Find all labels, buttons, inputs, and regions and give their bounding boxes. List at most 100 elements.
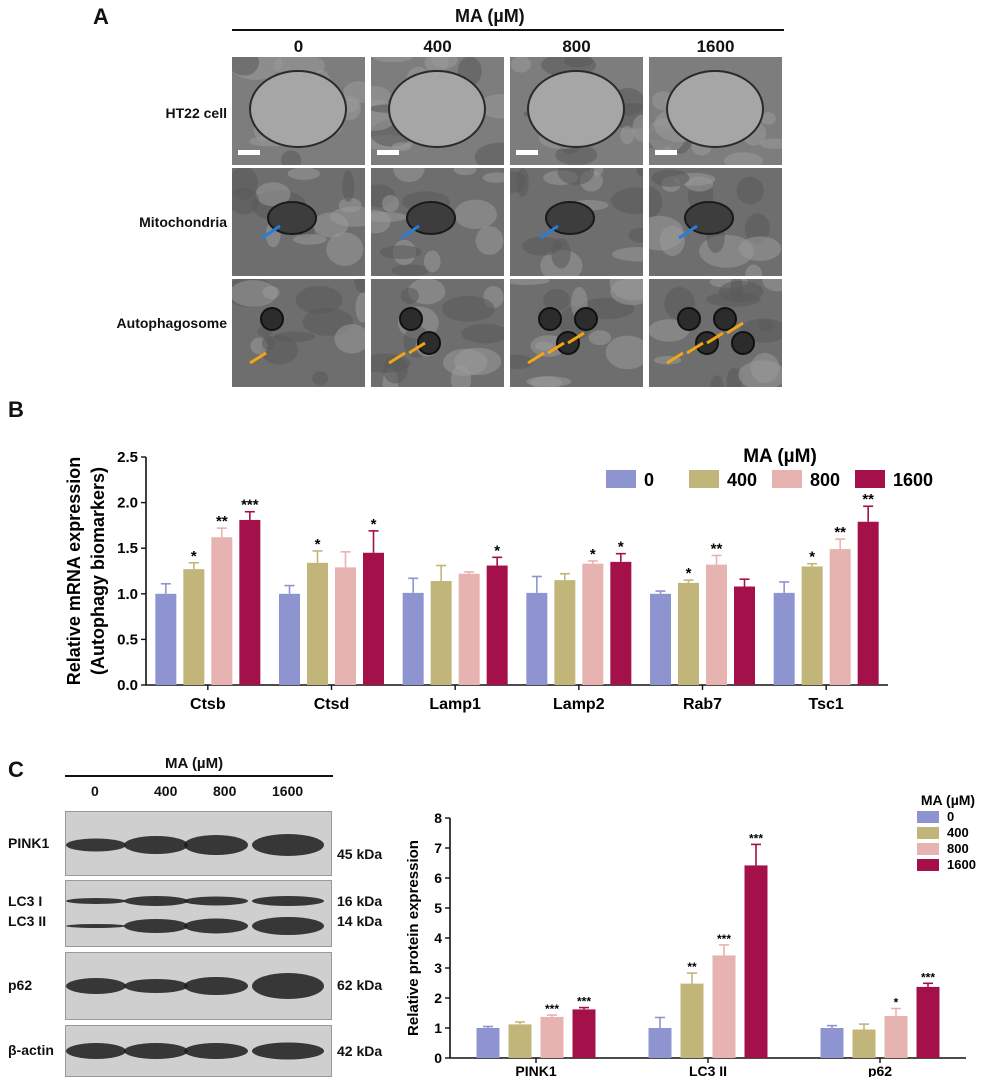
significance-label: *** [749, 831, 763, 845]
legend-label: 800 [810, 470, 840, 490]
blot-dose-1600: 1600 [272, 783, 304, 799]
bar [486, 565, 508, 685]
blot-band [184, 1043, 248, 1059]
bar [801, 566, 823, 685]
blot-dose-0: 0 [91, 783, 99, 799]
panel-a-treatment-line [232, 29, 784, 31]
em-image [510, 57, 643, 165]
bar [335, 567, 356, 685]
y-tick-label: 0.0 [117, 677, 138, 694]
legend-label: 1600 [947, 857, 976, 872]
em-image [371, 168, 504, 276]
y-axis-label: Relative protein expression [405, 840, 422, 1036]
bar [183, 569, 205, 685]
legend-swatch [917, 843, 939, 855]
em-image [649, 279, 782, 387]
y-tick-label: 4 [434, 930, 442, 946]
blot-dose-800: 800 [213, 783, 237, 799]
bar [650, 593, 671, 685]
em-image [232, 57, 365, 165]
significance-label: * [191, 548, 197, 565]
blue-arrow-icon [539, 224, 559, 240]
panel-a-dose-400: 400 [423, 37, 452, 56]
blot-pink1 [65, 811, 332, 876]
orange-arrow-icon [686, 341, 704, 355]
bar [857, 521, 879, 685]
y-tick-label: 5 [434, 900, 442, 916]
blot-band [66, 924, 126, 928]
x-category-label: Ctsd [314, 696, 350, 713]
em-image [232, 168, 365, 276]
blot-band [252, 896, 324, 906]
bar [678, 582, 699, 685]
blot-band [252, 917, 324, 935]
em-image [510, 279, 643, 387]
blot-band [66, 978, 126, 994]
legend-label: 0 [947, 809, 954, 824]
em-image [649, 168, 782, 276]
em-image [232, 279, 365, 387]
bar [155, 593, 177, 685]
panel-b-letter: B [8, 397, 24, 422]
bar [279, 593, 300, 685]
blot-band [66, 838, 126, 852]
significance-label: ** [711, 540, 723, 557]
blot-band [252, 973, 324, 999]
legend-swatch [772, 470, 802, 488]
orange-arrow-icon [249, 351, 267, 365]
panel-a-row-autophagosome: Autophagosome [116, 315, 227, 331]
legend-swatch [917, 827, 939, 839]
bar [239, 519, 261, 685]
blot-label-actin: β-actin [8, 1042, 54, 1058]
panel-a-dose-800: 800 [562, 37, 591, 56]
significance-label: *** [241, 497, 259, 514]
legend-label: 800 [947, 841, 969, 856]
significance-label: * [686, 565, 692, 582]
significance-label: *** [717, 932, 731, 946]
bar [540, 1016, 564, 1058]
bar [582, 563, 604, 685]
orange-arrow-icon [388, 351, 406, 365]
y-tick-label: 2 [434, 990, 442, 1006]
blue-arrow-icon [261, 224, 281, 240]
blue-arrow-icon [400, 224, 420, 240]
panel-a-dose-1600: 1600 [696, 37, 735, 56]
kda-lc3i: 16 kDa [337, 893, 383, 909]
em-image [371, 57, 504, 165]
panel-a-row-mitochondria: Mitochondria [139, 214, 227, 230]
scale-bar [238, 150, 260, 155]
kda-lc3ii: 14 kDa [337, 913, 383, 929]
legend-swatch [917, 811, 939, 823]
significance-label: *** [577, 995, 591, 1009]
x-category-label: p62 [868, 1063, 892, 1077]
bar [916, 986, 940, 1058]
significance-label: * [494, 542, 500, 559]
bar [884, 1016, 908, 1058]
legend-swatch [917, 859, 939, 871]
orange-arrow-icon [706, 331, 724, 345]
significance-label: * [590, 546, 596, 563]
orange-arrow-icon [547, 341, 565, 355]
blue-arrow-icon [678, 224, 698, 240]
legend-label: 400 [947, 825, 969, 840]
bar [610, 561, 632, 685]
y-tick-label: 0.5 [117, 631, 138, 648]
bar [458, 573, 480, 685]
bar [773, 592, 795, 685]
legend-label: 400 [727, 470, 757, 490]
legend-swatch [689, 470, 719, 488]
panel-a-treatment-label: MA (µM) [455, 6, 525, 26]
significance-label: * [809, 549, 815, 566]
blot-dose-400: 400 [154, 783, 178, 799]
bar [712, 955, 736, 1058]
legend-label: 0 [644, 470, 654, 490]
bar [508, 1024, 532, 1058]
y-tick-label: 6 [434, 870, 442, 886]
x-category-label: Lamp1 [429, 696, 481, 713]
panel-a-row-ht22: HT22 cell [165, 105, 227, 121]
x-category-label: Ctsb [190, 696, 226, 713]
legend-title: MA (µM) [921, 792, 975, 808]
y-tick-label: 1.0 [117, 586, 138, 603]
blot-band [252, 1042, 324, 1060]
